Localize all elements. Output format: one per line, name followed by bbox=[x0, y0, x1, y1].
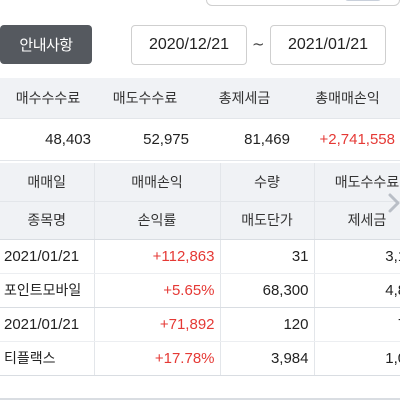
summary-buy-fee: 48,403 bbox=[0, 118, 96, 161]
summary-sell-fee: 52,975 bbox=[96, 118, 194, 161]
trade-date: 2021/01/21 bbox=[0, 307, 95, 342]
trade-profit: +112,863 bbox=[94, 239, 221, 274]
notice-button[interactable]: 안내사항 bbox=[0, 25, 92, 64]
profit-rate: +5.65% bbox=[94, 273, 221, 308]
trade-tax: 1,09 bbox=[314, 341, 400, 376]
table-row[interactable]: 2021/01/21 +112,863 31 3,17 bbox=[0, 239, 400, 274]
detail-header-tax: 제세금 bbox=[314, 201, 400, 240]
detail-header-trade-date: 매매일 bbox=[0, 163, 95, 202]
summary-header-sell-fee: 매도수수료 bbox=[96, 78, 194, 119]
sell-price: 3,984 bbox=[220, 341, 315, 376]
detail-header-profit-rate: 손익률 bbox=[94, 201, 221, 240]
profit-rate: +17.78% bbox=[94, 341, 221, 376]
summary-table: 매수수수료 매도수수료 총제세금 총매매손익 48,403 52,975 81,… bbox=[0, 78, 400, 161]
start-date-field[interactable]: 2020/12/21 bbox=[131, 25, 247, 65]
table-row[interactable]: 티플랙스 +17.78% 3,984 1,09 bbox=[0, 341, 400, 376]
trade-sell-fee: 71 bbox=[314, 307, 400, 342]
trade-sell-fee: 3,17 bbox=[314, 239, 400, 274]
table-row[interactable]: 2021/01/21 +71,892 120 71 bbox=[0, 307, 400, 342]
trade-detail-table: 매매일 매매손익 수량 매도수수료 종목명 손익률 매도단가 제세금 2021/… bbox=[0, 163, 400, 376]
detail-header-stock-name: 종목명 bbox=[0, 201, 95, 240]
detail-header-sell-fee: 매도수수료 bbox=[314, 163, 400, 202]
detail-header-quantity: 수량 bbox=[220, 163, 315, 202]
detail-header-row-1: 매매일 매매손익 수량 매도수수료 bbox=[0, 163, 400, 202]
trade-profit: +71,892 bbox=[94, 307, 221, 342]
trade-quantity: 31 bbox=[220, 239, 315, 274]
trade-quantity: 120 bbox=[220, 307, 315, 342]
divider bbox=[0, 398, 400, 400]
stock-name: 티플랙스 bbox=[0, 341, 95, 376]
trade-date: 2021/01/21 bbox=[0, 239, 95, 274]
chevron-right-icon bbox=[388, 193, 400, 213]
end-date-field[interactable]: 2021/01/21 bbox=[270, 25, 386, 65]
trade-tax: 4,86 bbox=[314, 273, 400, 308]
summary-total-tax: 81,469 bbox=[194, 118, 295, 161]
summary-header-row: 매수수수료 매도수수료 총제세금 총매매손익 bbox=[0, 78, 400, 119]
summary-total-profit: +2,741,558 bbox=[295, 118, 400, 161]
stock-name: 포인트모바일 bbox=[0, 273, 95, 308]
summary-header-total-tax: 총제세금 bbox=[194, 78, 295, 119]
date-range-separator: ~ bbox=[252, 35, 265, 53]
detail-header-profit: 매매손익 bbox=[94, 163, 221, 202]
sell-price: 68,300 bbox=[220, 273, 315, 308]
trade-detail-scroll[interactable]: 매매일 매매손익 수량 매도수수료 종목명 손익률 매도단가 제세금 2021/… bbox=[0, 163, 400, 400]
detail-header-sell-price: 매도단가 bbox=[220, 201, 315, 240]
detail-header-row-2: 종목명 손익률 매도단가 제세금 bbox=[0, 201, 400, 240]
summary-header-buy-fee: 매수수수료 bbox=[0, 78, 96, 119]
table-row[interactable]: 포인트모바일 +5.65% 68,300 4,86 bbox=[0, 273, 400, 308]
search-button[interactable] bbox=[345, 0, 381, 1]
chevron-right-icon[interactable] bbox=[388, 193, 400, 213]
summary-value-row: 48,403 52,975 81,469 +2,741,558 bbox=[0, 118, 400, 161]
summary-header-total-profit: 총매매손익 bbox=[295, 78, 400, 119]
search-box[interactable] bbox=[206, 0, 400, 6]
